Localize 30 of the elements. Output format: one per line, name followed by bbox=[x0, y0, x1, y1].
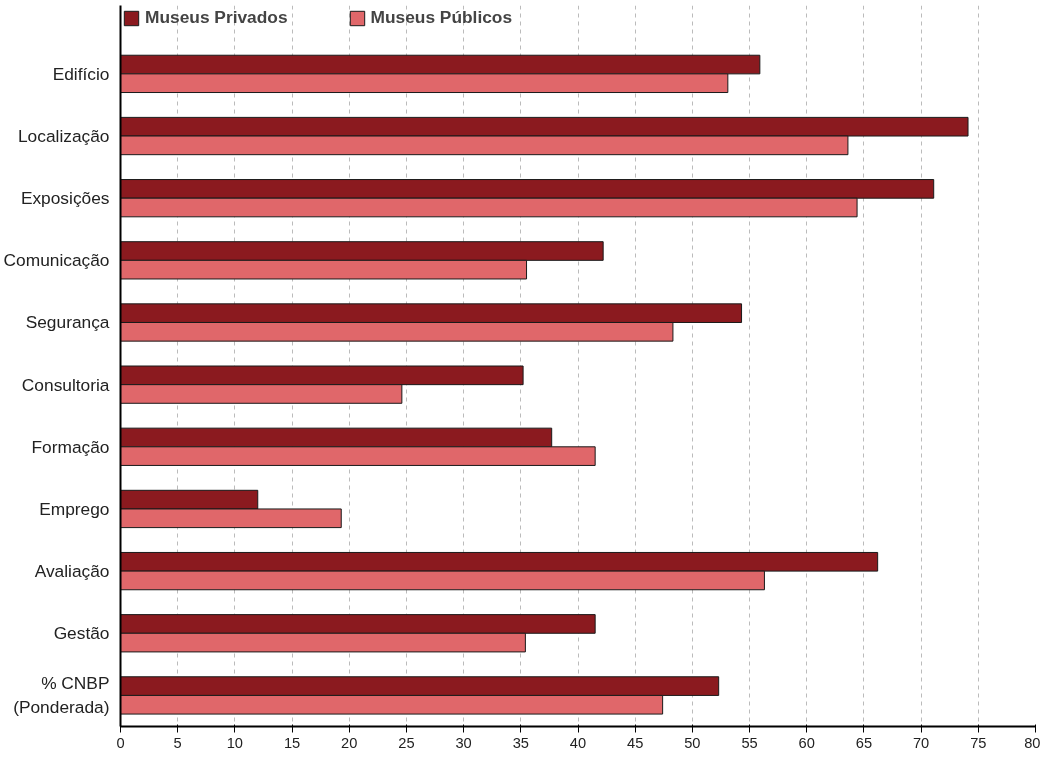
x-tick-label: 35 bbox=[512, 734, 529, 751]
x-tick-label: 75 bbox=[970, 734, 987, 751]
x-tick-label: 15 bbox=[283, 734, 301, 751]
x-tick-label: 25 bbox=[398, 734, 415, 751]
y-tick-label: Comunicação bbox=[3, 250, 110, 271]
y-tick-label: Gestão bbox=[53, 623, 110, 644]
x-tick-label: 0 bbox=[116, 734, 125, 751]
y-tick-label: Formação bbox=[31, 436, 110, 457]
x-tick-label: 5 bbox=[173, 734, 182, 751]
x-tick-label: 70 bbox=[912, 734, 930, 751]
x-tick-label: 45 bbox=[627, 734, 644, 751]
y-tick-label: Avaliação bbox=[34, 561, 110, 582]
x-tick-label: 55 bbox=[741, 734, 758, 751]
legend-label: Museus Privados bbox=[145, 7, 288, 28]
legend-label: Museus Públicos bbox=[370, 7, 513, 28]
y-tick-label: Localização bbox=[17, 126, 110, 147]
y-tick-label: Exposições bbox=[20, 188, 110, 209]
y-tick-label: Consultoria bbox=[21, 374, 110, 395]
x-tick-label: 50 bbox=[684, 734, 701, 751]
x-tick-label: 60 bbox=[798, 734, 815, 751]
x-tick-label: 40 bbox=[569, 734, 587, 751]
y-tick-label: % CNBP (Ponderada) bbox=[13, 673, 110, 718]
x-tick-label: 20 bbox=[341, 734, 358, 751]
y-tick-label: Edifício bbox=[52, 63, 110, 84]
x-tick-label: 10 bbox=[226, 734, 244, 751]
y-tick-label: Emprego bbox=[39, 498, 110, 519]
x-tick-label: 30 bbox=[455, 734, 472, 751]
x-tick-label: 80 bbox=[1024, 734, 1041, 751]
x-tick-label: 65 bbox=[855, 734, 873, 751]
y-tick-label: Segurança bbox=[25, 312, 110, 333]
